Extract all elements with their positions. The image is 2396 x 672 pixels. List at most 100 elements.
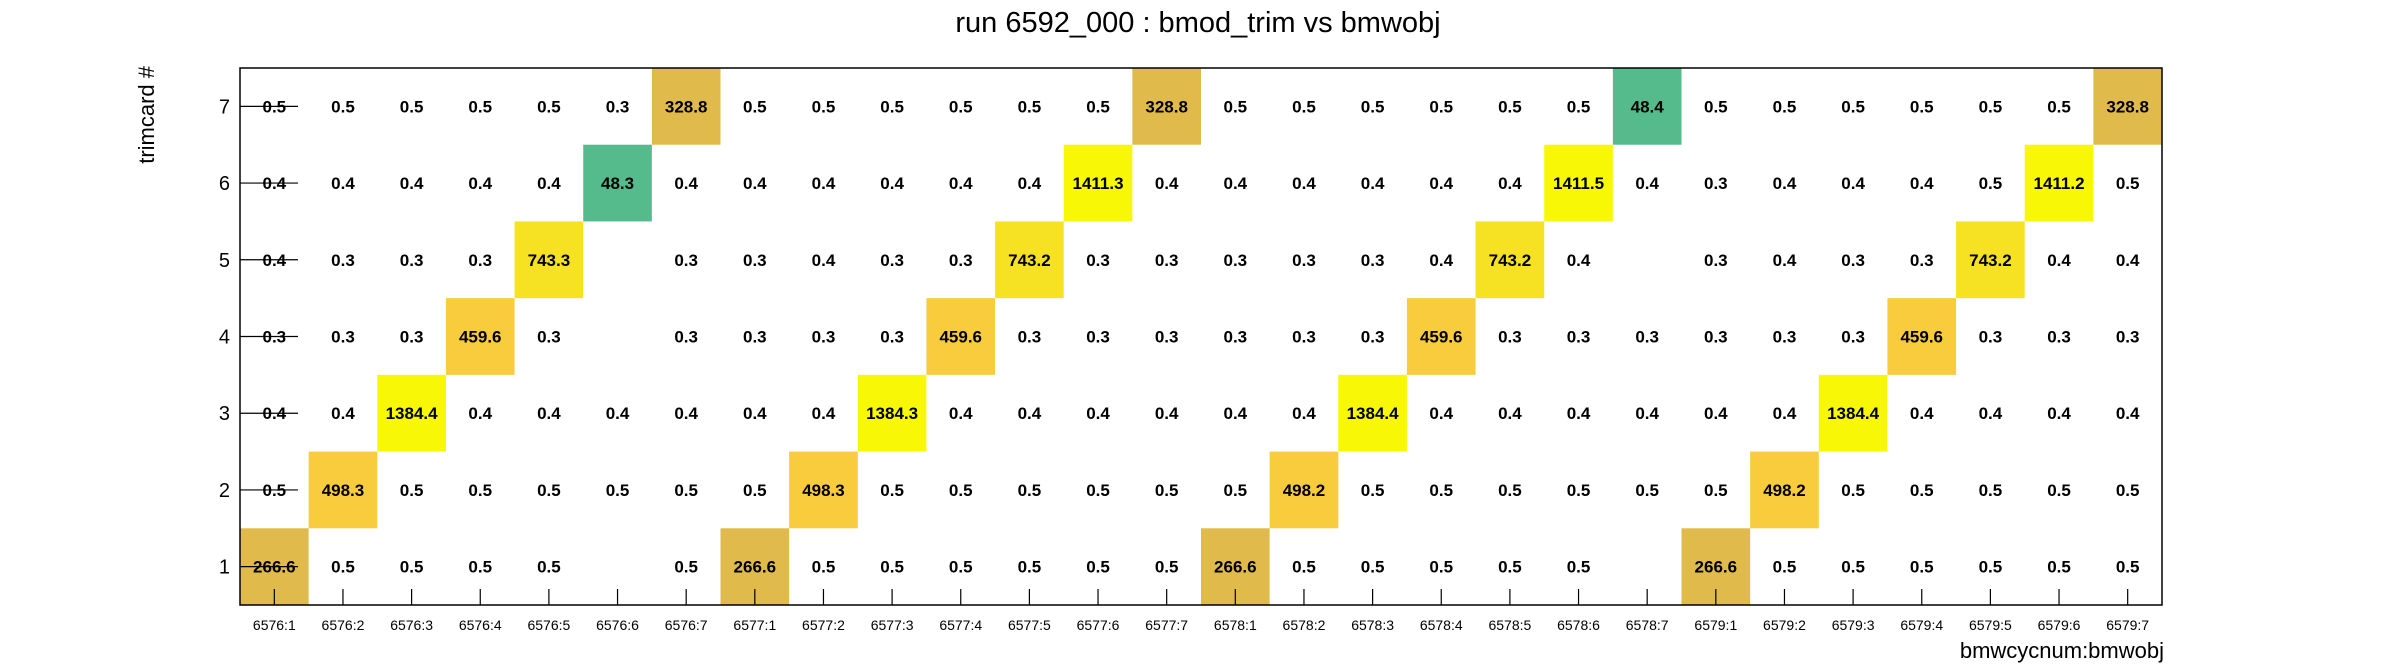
cell-value-label: 0.3 [674,328,698,347]
cell-value-label: 0.4 [1429,404,1453,423]
cell-value-label: 0.4 [1224,174,1248,193]
cell-value-label: 0.3 [1979,328,2003,347]
cell-value-label: 0.4 [1224,404,1248,423]
cell-value-label: 0.5 [2116,558,2140,577]
cell-value-label: 0.5 [1567,97,1591,116]
cell-value-label: 498.2 [1283,481,1326,500]
cell-value-label: 0.5 [331,97,355,116]
cell-value-label: 0.3 [537,328,561,347]
cell-value-label: 0.4 [1018,174,1042,193]
cell-value-label: 0.3 [1086,251,1110,270]
cell-value-label: 48.4 [1631,97,1665,116]
heatmap-cell [789,451,858,529]
cell-value-label: 0.3 [743,328,767,347]
cell-value-label: 0.3 [331,251,355,270]
cell-value-label: 0.3 [1224,251,1248,270]
cell-value-label: 0.4 [674,174,698,193]
cell-value-label: 0.5 [949,481,973,500]
cell-value-label: 0.3 [400,328,424,347]
cell-value-label: 1411.2 [2034,174,2085,193]
cell-value-label: 0.3 [1704,251,1728,270]
cell-value-label: 0.5 [2047,558,2071,577]
y-tick-label: 4 [219,327,230,349]
x-tick-label: 6578:2 [1283,617,1326,633]
x-axis-title: bmwcycnum:bmwobj [1960,638,2164,663]
x-tick-label: 6579:4 [1900,617,1943,633]
cell-value-label: 0.3 [1155,251,1179,270]
cell-value-label: 0.3 [1567,328,1591,347]
cell-value-label: 0.3 [1292,328,1316,347]
cell-value-label: 1384.4 [386,404,439,423]
x-tick-label: 6576:1 [253,617,296,633]
cell-value-label: 0.5 [1224,97,1248,116]
cell-value-label: 0.3 [880,328,904,347]
cell-value-label: 0.5 [1224,481,1248,500]
x-tick-label: 6578:1 [1214,617,1257,633]
x-tick-label: 6577:3 [871,617,914,633]
heatmap-cell [1887,298,1957,375]
x-tick-label: 6579:7 [2106,617,2149,633]
cell-value-label: 0.5 [743,97,767,116]
cell-value-label: 0.4 [1773,174,1797,193]
cell-value-label: 0.3 [1361,251,1385,270]
cell-value-label: 0.4 [1429,251,1453,270]
cell-value-label: 0.5 [1910,481,1934,500]
cell-value-label: 0.4 [1841,174,1865,193]
cell-value-label: 0.5 [880,481,904,500]
cell-value-label: 0.3 [400,251,424,270]
cell-value-label: 0.3 [1155,328,1179,347]
cell-value-label: 0.5 [537,97,561,116]
cell-value-label: 0.5 [1018,558,1042,577]
cell-value-label: 0.4 [468,404,492,423]
cell-value-label: 459.6 [459,328,502,347]
cell-value-label: 0.5 [2047,481,2071,500]
cell-value-label: 0.5 [1979,97,2003,116]
cell-value-label: 0.5 [674,558,698,577]
cell-value-label: 0.4 [400,174,424,193]
x-tick-label: 6576:2 [322,617,365,633]
y-tick-label: 5 [219,250,230,272]
cell-value-label: 0.5 [1567,558,1591,577]
heatmap-cell [445,298,515,375]
cell-value-label: 0.5 [1086,97,1110,116]
heatmap-cell [1612,68,1682,145]
cell-value-label: 0.4 [1155,404,1179,423]
heatmap-cells [240,68,2162,605]
cell-value-label: 0.5 [1841,481,1865,500]
cell-value-label: 0.4 [1979,404,2003,423]
heatmap-cell [1818,374,1888,452]
y-tick-label: 1 [219,557,230,579]
cell-value-label: 0.5 [1704,97,1728,116]
heatmap-cell [2093,68,2162,145]
cell-value-label: 266.6 [734,558,777,577]
cell-value-label: 0.5 [1018,97,1042,116]
x-tick-label: 6579:1 [1694,617,1737,633]
cell-value-label: 0.4 [1910,404,1934,423]
heatmap-cell-labels: 266.6 0.5 0.5 0.5 0.5 0.5 266.6 0.5 0.5 0.5 0.5 0.5… [253,97,2149,576]
cell-value-label: 0.3 [1773,328,1797,347]
cell-value-label: 498.2 [1763,481,1806,500]
cell-value-label: 743.2 [1008,251,1051,270]
cell-value-label: 0.4 [1635,174,1659,193]
cell-value-label: 48.3 [601,174,634,193]
cell-value-label: 0.4 [949,404,973,423]
cell-value-label: 0.3 [1704,174,1728,193]
cell-value-label: 743.2 [1489,251,1532,270]
x-tick-label: 6579:5 [1969,617,2012,633]
cell-value-label: 0.5 [674,481,698,500]
cell-value-label: 0.3 [1086,328,1110,347]
cell-value-label: 0.5 [1841,558,1865,577]
x-tick-label: 6578:5 [1488,617,1531,633]
cell-value-label: 0.5 [1979,558,2003,577]
heatmap-cell [1132,68,1201,145]
cell-value-label: 328.8 [2106,97,2149,116]
cell-value-label: 0.5 [1498,558,1522,577]
cell-value-label: 0.3 [674,251,698,270]
cell-value-label: 0.5 [2116,481,2140,500]
cell-value-label: 0.4 [1567,404,1591,423]
cell-value-label: 0.5 [1429,481,1453,500]
heatmap-cell [1269,451,1339,529]
cell-value-label: 1384.3 [866,404,918,423]
cell-value-label: 1411.3 [1073,174,1124,193]
